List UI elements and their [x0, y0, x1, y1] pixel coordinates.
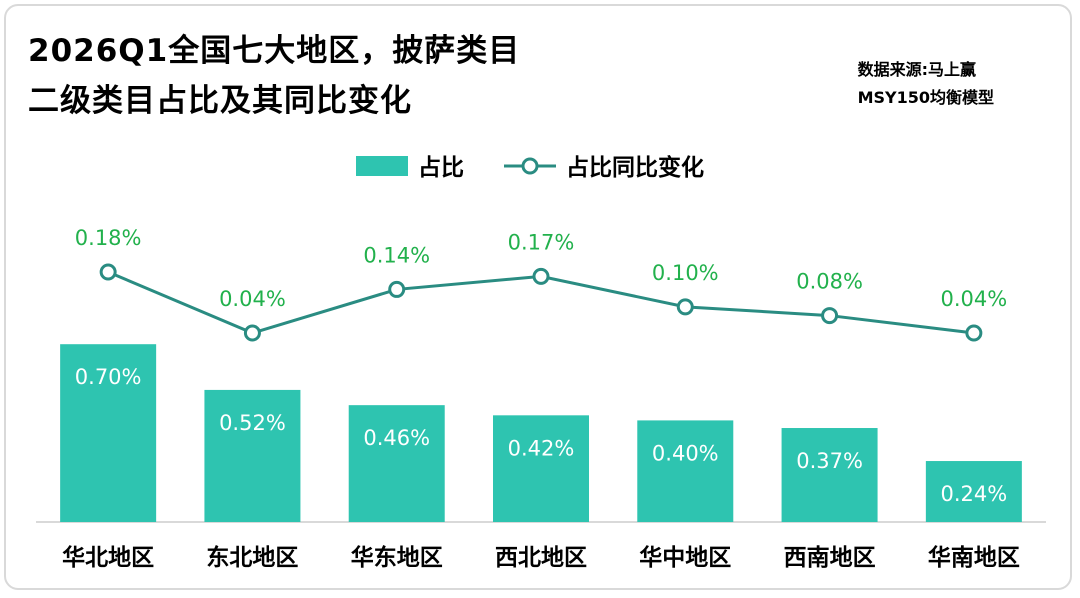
- bar-value-label-4: 0.42%: [508, 436, 575, 460]
- bar-6: [781, 428, 878, 522]
- legend-line-label: 占比同比变化: [566, 154, 704, 181]
- bar-series: 0.70% 0.52% 0.46% 0.42% 0.40% 0.37% 0.24%: [60, 344, 1022, 522]
- bar-value-label-7: 0.24%: [940, 482, 1007, 506]
- category-label-2: 东北地区: [206, 544, 298, 571]
- line-value-label-1: 0.18%: [75, 226, 142, 250]
- chart-title-line1: 2026Q1全国七大地区，披萨类目: [28, 33, 521, 69]
- line-point-7: [965, 324, 983, 342]
- category-label-6: 西南地区: [784, 545, 876, 571]
- bar-4: [493, 415, 589, 522]
- category-label-7: 华南地区: [928, 544, 1020, 571]
- category-label-3: 华东地区: [351, 544, 443, 571]
- line-value-label-2: 0.04%: [219, 287, 286, 311]
- bar-value-label-6: 0.37%: [796, 449, 863, 473]
- bar-7: [925, 461, 1022, 522]
- line-point-4: [532, 267, 550, 285]
- line-point-3: [388, 280, 406, 298]
- bar-1: [60, 344, 157, 522]
- line-value-label-5: 0.10%: [652, 261, 719, 285]
- legend-bar-label: 占比: [418, 155, 464, 181]
- chart-title-line2: 二级类目占比及其同比变化: [28, 83, 412, 119]
- chart-title: 2026Q1全国七大地区，披萨类目 二级类目占比及其同比变化: [28, 26, 520, 126]
- line-value-label-7: 0.04%: [940, 287, 1007, 311]
- line-value-label-4: 0.17%: [508, 230, 575, 254]
- line-point-6: [821, 307, 839, 325]
- bar-value-label-5: 0.40%: [652, 441, 719, 465]
- data-source-line1: 数据来源:马上赢: [857, 60, 976, 79]
- category-label-4: 西北地区: [495, 545, 587, 571]
- legend-bar-swatch: [356, 156, 408, 176]
- category-label-5: 华中地区: [639, 544, 731, 571]
- legend: 占比 占比同比变化: [356, 154, 704, 181]
- line-value-label-6: 0.08%: [796, 270, 863, 294]
- bar-3: [348, 405, 445, 522]
- bar-value-label-1: 0.70%: [75, 365, 142, 389]
- data-source-line2: MSY150均衡模型: [857, 88, 994, 107]
- bar-value-label-2: 0.52%: [219, 411, 286, 435]
- line-value-label-3: 0.14%: [363, 243, 430, 267]
- bar-2: [204, 389, 301, 522]
- line-series: 0.18% 0.04% 0.14% 0.17% 0.10% 0.08% 0.04%: [75, 226, 1007, 342]
- category-label-1: 华北地区: [62, 544, 154, 571]
- bar-5: [637, 420, 734, 522]
- data-source: 数据来源:马上赢 MSY150均衡模型: [858, 56, 994, 112]
- legend-line-marker: [521, 157, 539, 175]
- bar-value-label-3: 0.46%: [363, 426, 430, 450]
- line-point-2: [243, 324, 261, 342]
- line-point-5: [676, 298, 694, 316]
- category-labels: 华北地区 东北地区 华东地区 西北地区 华中地区 西南地区 华南地区: [62, 544, 1020, 571]
- line-point-1: [99, 263, 117, 281]
